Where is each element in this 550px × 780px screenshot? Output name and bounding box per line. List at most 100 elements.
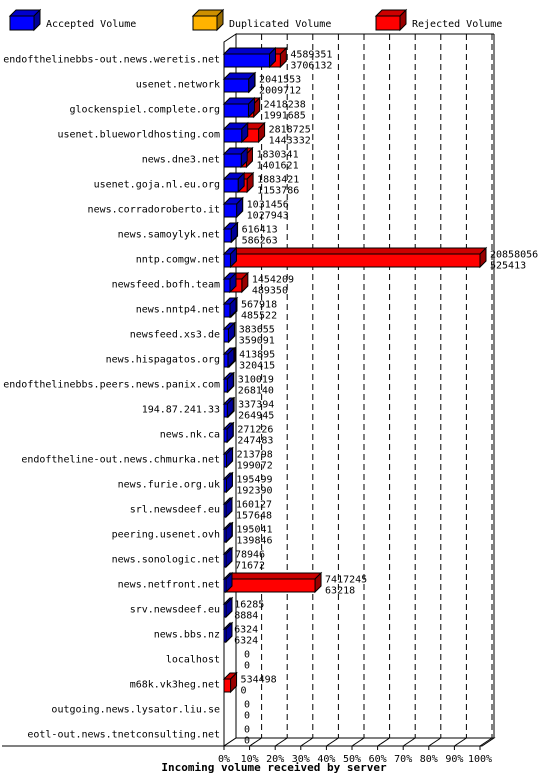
- accepted-bar: [222, 621, 234, 644]
- accepted-bar: [222, 346, 236, 369]
- accepted-value: 8884: [234, 611, 258, 622]
- rejected-bar: [222, 671, 238, 694]
- server-label: news.dne3.net: [142, 155, 220, 166]
- total-value: 534498: [241, 675, 277, 686]
- accepted-bar: [222, 121, 249, 144]
- accepted-bar-front: [223, 253, 231, 268]
- server-label: news.bbs.nz: [154, 630, 220, 641]
- total-value: 616413: [242, 225, 278, 236]
- accepted-value: 525413: [490, 261, 526, 272]
- accepted-bar: [222, 146, 249, 169]
- accepted-value: 268140: [238, 386, 274, 397]
- accepted-value: 1027943: [247, 211, 289, 222]
- legend-item: Duplicated Volume: [191, 8, 331, 32]
- legend-swatch: [9, 15, 35, 31]
- accepted-bar-front: [223, 203, 238, 218]
- floor: [222, 737, 496, 747]
- server-label: 194.87.241.33: [142, 405, 220, 416]
- floor-tick: [326, 737, 339, 747]
- server-label: usenet.network: [136, 80, 220, 91]
- accepted-bar: [222, 171, 246, 194]
- accepted-value: 1443332: [269, 136, 311, 147]
- legend-swatch: [375, 15, 401, 31]
- total-value: 1454209: [252, 275, 294, 286]
- total-value: 310019: [238, 375, 274, 386]
- accepted-bar: [222, 371, 235, 394]
- total-value: 1031456: [247, 200, 289, 211]
- accepted-bar-front: [223, 153, 242, 168]
- rejected-bar: [222, 571, 323, 594]
- grid-lines: [249, 34, 493, 747]
- total-value: 7417245: [325, 575, 367, 586]
- accepted-value: 0: [241, 686, 247, 697]
- total-value: 195041: [236, 525, 272, 536]
- accepted-value: 320415: [239, 361, 275, 372]
- floor-tick: [479, 737, 493, 747]
- server-label: localhost: [166, 655, 220, 666]
- tick-label: 60%: [369, 754, 387, 765]
- accepted-bar-front: [223, 578, 227, 593]
- accepted-bar: [222, 496, 234, 519]
- total-value: 271226: [237, 425, 273, 436]
- accepted-bar-front: [223, 103, 249, 118]
- floor-tick: [428, 737, 442, 747]
- accepted-bar-front: [223, 303, 231, 318]
- server-label: news.nk.ca: [160, 430, 220, 441]
- total-value: 160127: [236, 500, 272, 511]
- accepted-value: 0: [244, 661, 250, 672]
- server-label: outgoing.news.lysator.liu.se: [51, 705, 220, 716]
- rejected-bar: [222, 246, 488, 269]
- total-value: 337394: [238, 400, 274, 411]
- total-value: 213798: [237, 450, 273, 461]
- server-label: newsfeed.bofh.team: [112, 280, 220, 291]
- total-value: 567918: [241, 300, 277, 311]
- tick-label: 70%: [394, 754, 412, 765]
- accepted-value: 0: [244, 736, 250, 747]
- x-axis-ticks: 0% 10% 20% 30% 40% 50% 60% 70% 80% 90% 100%: [218, 746, 492, 765]
- server-label: endofthelinebbs.peers.news.panix.com: [3, 380, 220, 391]
- accepted-bar: [222, 471, 234, 494]
- accepted-bar-front: [223, 403, 228, 418]
- server-label: news.sonologic.net: [112, 555, 220, 566]
- accepted-bar-front: [223, 478, 227, 493]
- server-label: news.corradoroberto.it: [88, 205, 220, 216]
- legend-swatch: [192, 15, 218, 31]
- legend-label: Duplicated Volume: [229, 19, 331, 30]
- total-value: 0: [244, 650, 250, 661]
- total-value: 195499: [236, 475, 272, 486]
- tick-label: 40%: [317, 754, 335, 765]
- accepted-value: 192390: [236, 486, 272, 497]
- accepted-value: 1991685: [264, 111, 306, 122]
- server-label: eotl-out.news.tnetconsulting.net: [27, 730, 220, 741]
- server-label: news.samoylyk.net: [118, 230, 220, 241]
- server-label: usenet.blueworldhosting.com: [57, 130, 220, 141]
- server-labels: endofthelinebbs-out.news.weretis.net usen…: [3, 55, 220, 741]
- total-value: 413895: [239, 350, 275, 361]
- legend-item: Accepted Volume: [8, 8, 136, 32]
- total-value: 0: [244, 700, 250, 711]
- accepted-bar-front: [223, 428, 228, 443]
- accepted-bar-front: [223, 278, 231, 293]
- server-label: m68k.vk3heg.net: [130, 680, 220, 691]
- accepted-bar: [222, 221, 239, 244]
- total-value: 0: [244, 725, 250, 736]
- accepted-bar: [222, 271, 238, 294]
- accepted-bar-front: [223, 628, 227, 643]
- accepted-bar-front: [223, 503, 227, 518]
- server-label: endofthelinebbs-out.news.weretis.net: [3, 55, 220, 66]
- total-value: 1883421: [257, 175, 299, 186]
- x-axis-title: Incoming volume received by server: [161, 761, 387, 774]
- server-label: news.nntp4.net: [136, 305, 220, 316]
- accepted-bar: [222, 396, 235, 419]
- accepted-value: 63218: [325, 586, 355, 597]
- accepted-bar-front: [223, 128, 243, 143]
- tick-label: 30%: [292, 754, 310, 765]
- accepted-bar-front: [223, 178, 239, 193]
- server-label: peering.usenet.ovh: [112, 530, 220, 541]
- accepted-value: 1153786: [257, 186, 299, 197]
- accepted-bar: [222, 246, 238, 269]
- accepted-value: 71672: [235, 561, 265, 572]
- tick-label: 50%: [343, 754, 361, 765]
- legend-label: Rejected Volume: [412, 19, 502, 30]
